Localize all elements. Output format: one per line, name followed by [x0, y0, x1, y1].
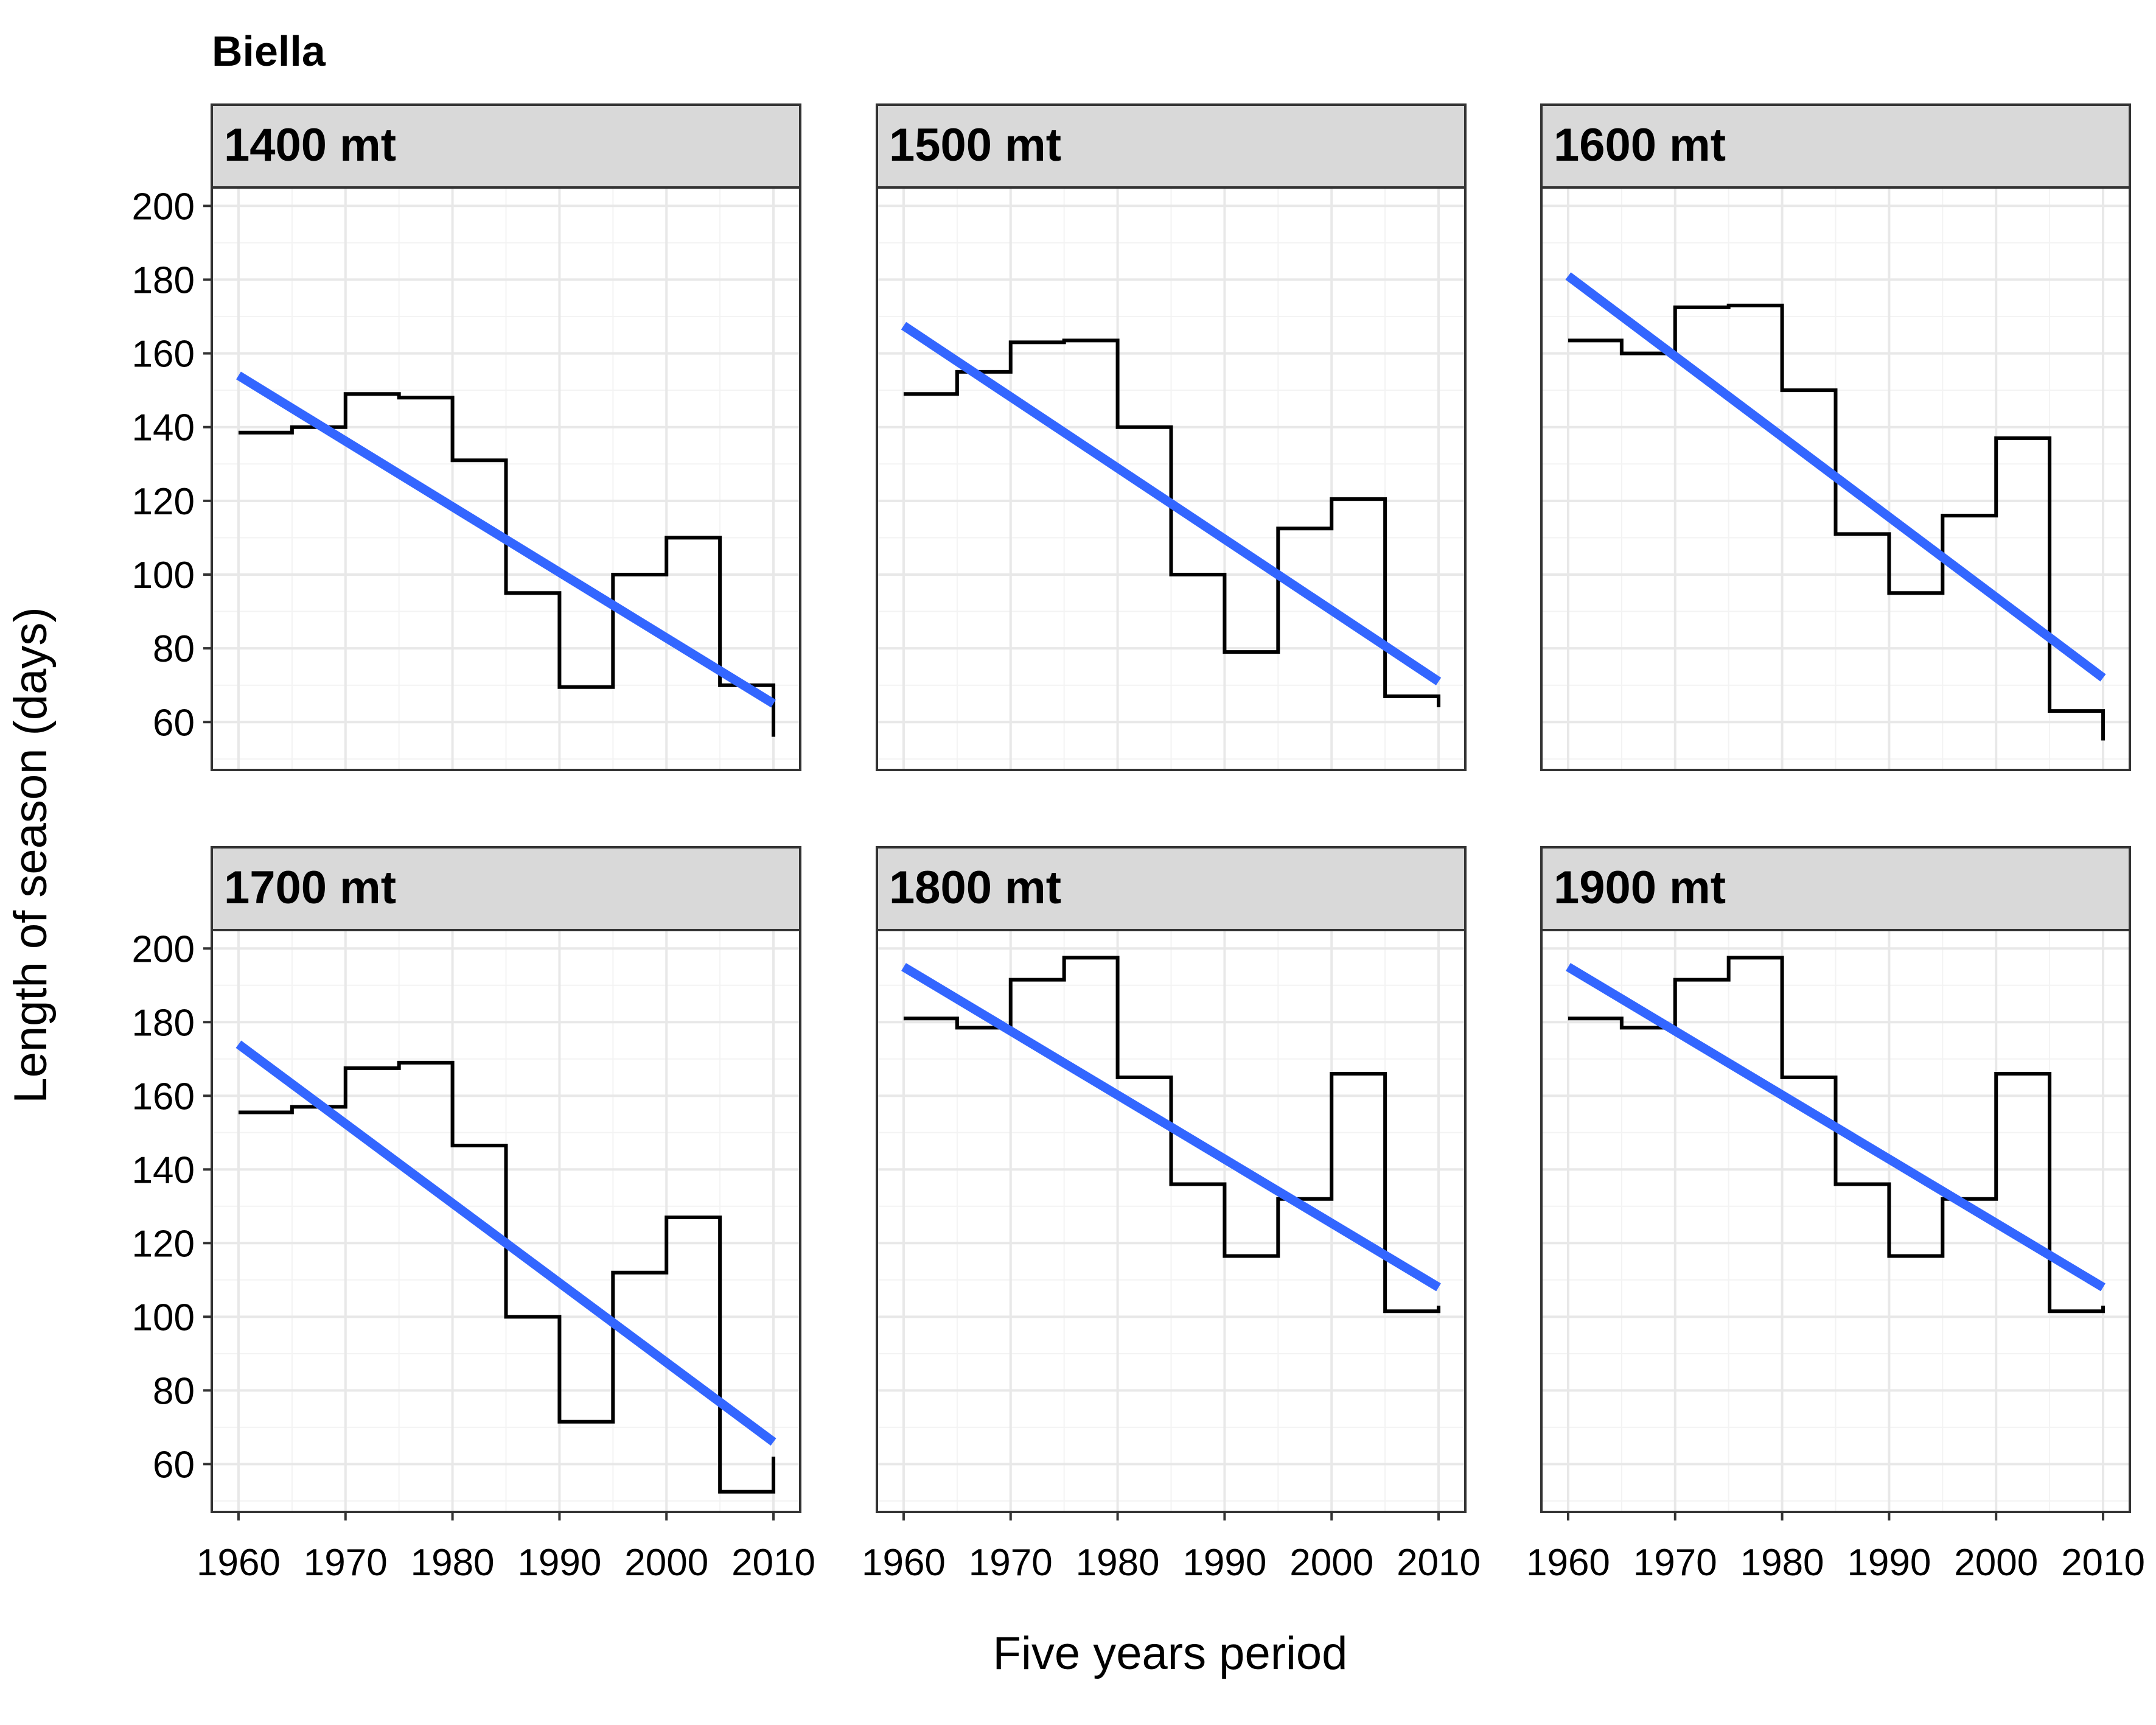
panel-border: [211, 186, 801, 771]
y-tick-label: 160: [132, 1076, 195, 1118]
x-axis-title: Five years period: [993, 1628, 1348, 1679]
facet-strip: [876, 103, 1467, 189]
x-tick-label: 1990: [1182, 1542, 1266, 1584]
x-tick-label: 1960: [197, 1542, 281, 1584]
facet-strip-label: 1500 mt: [889, 119, 1061, 171]
x-tick-label: 2010: [731, 1542, 815, 1584]
x-tick-label: 2000: [1954, 1542, 2038, 1584]
step-series: [1568, 956, 2105, 1314]
y-tick-label: 120: [132, 481, 195, 523]
x-tick-label: 1970: [1633, 1542, 1717, 1584]
panel-1800-mt: 1800 mt 1960 1970 1980 1990 2000 2010: [862, 846, 1481, 1584]
y-tick-label: 160: [132, 334, 195, 376]
x-tick-label: 1960: [862, 1542, 946, 1584]
x-tick-label: 1990: [1847, 1542, 1931, 1584]
panel-border: [1540, 186, 2131, 771]
panel-1400-mt: 1400 mt 60 80 100 120 140 160 180 200: [132, 103, 801, 771]
x-tick-label: 1970: [969, 1542, 1053, 1584]
facet-strip-label: 1700 mt: [224, 862, 396, 914]
facet-strip: [876, 846, 1467, 931]
x-tick-label: 2000: [1289, 1542, 1373, 1584]
x-tick-label: 2010: [1397, 1542, 1481, 1584]
y-tick-label: 140: [132, 407, 195, 449]
y-tick-label: 180: [132, 1002, 195, 1044]
x-tick-label: 1970: [304, 1542, 388, 1584]
x-tick-label: 1980: [1740, 1542, 1824, 1584]
x-tick-label: 2000: [624, 1542, 708, 1584]
y-tick-label: 140: [132, 1149, 195, 1191]
step-series: [903, 956, 1441, 1314]
trend-line: [901, 963, 1441, 1292]
y-axis-title: Length of season (days): [5, 607, 57, 1103]
trend-line: [901, 321, 1442, 685]
y-tick-label: 100: [132, 555, 195, 597]
y-tick-label: 200: [132, 928, 195, 970]
chart-title: Biella: [212, 27, 326, 75]
facet-strip: [211, 103, 801, 189]
trend-line: [235, 1040, 776, 1446]
panel-1500-mt: 1500 mt: [876, 103, 1467, 771]
x-tick-label: 1960: [1526, 1542, 1610, 1584]
y-tick-label: 80: [153, 1370, 195, 1412]
y-tick-label: 180: [132, 259, 195, 301]
facet-strip-label: 1600 mt: [1554, 119, 1726, 171]
panel-border: [1540, 929, 2131, 1513]
facet-strip-label: 1900 mt: [1554, 862, 1726, 914]
panels: 1400 mt 60 80 100 120 140 160 180 200 1500 mt 1600…: [132, 103, 2145, 1584]
x-tick-label: 1980: [411, 1542, 495, 1584]
y-tick-label: 100: [132, 1296, 195, 1338]
facet-strip-label: 1400 mt: [224, 119, 396, 171]
facet-strip: [211, 846, 801, 931]
trend-line: [1566, 963, 2105, 1292]
x-tick-label: 1980: [1076, 1542, 1160, 1584]
y-tick-label: 80: [153, 628, 195, 670]
panel-1700-mt: 1700 mt 60 80 100 120 140 160 180 200 1960 1970 198…: [132, 846, 815, 1584]
x-tick-label: 1990: [517, 1542, 601, 1584]
panel-border: [211, 929, 801, 1513]
step-series: [903, 338, 1441, 708]
step-series: [238, 392, 776, 737]
panel-border: [876, 929, 1467, 1513]
facet-strip-label: 1800 mt: [889, 862, 1061, 914]
y-tick-label: 200: [132, 186, 195, 228]
y-tick-label: 60: [153, 702, 195, 744]
y-tick-label: 60: [153, 1444, 195, 1486]
trend-line: [236, 371, 776, 708]
step-series: [238, 1060, 776, 1494]
y-tick-label: 120: [132, 1223, 195, 1265]
x-tick-label: 2010: [2061, 1542, 2145, 1584]
panel-1600-mt: 1600 mt: [1540, 103, 2131, 771]
trend-line: [1565, 272, 2106, 682]
panel-border: [876, 186, 1467, 771]
panel-1900-mt: 1900 mt 1960 1970 1980 1990 2000 2010: [1526, 846, 2145, 1584]
step-series: [1568, 303, 2105, 741]
